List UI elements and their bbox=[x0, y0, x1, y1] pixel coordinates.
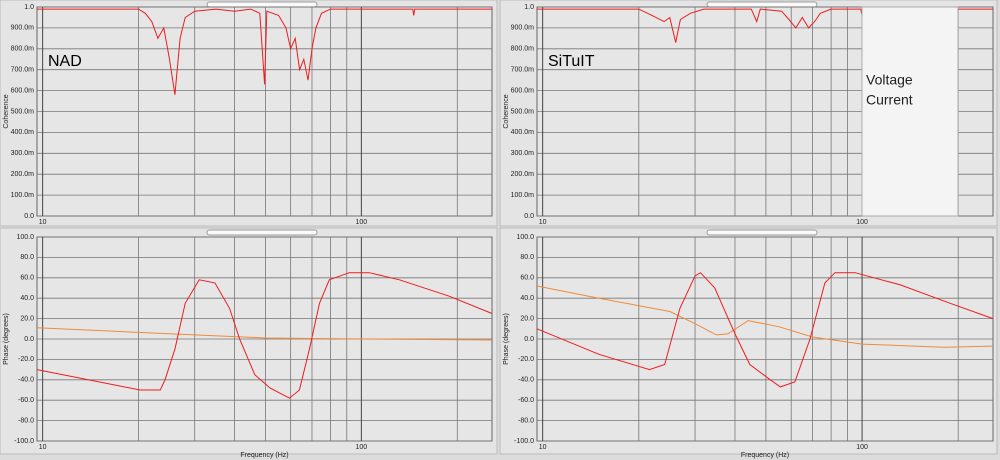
y-tick-label: 80.0 bbox=[520, 254, 534, 261]
series-line bbox=[536, 272, 994, 388]
y-tick-label: 300.0m bbox=[11, 150, 35, 157]
y-tick-label: 600.0m bbox=[511, 87, 535, 94]
y-tick-label: 0.0 bbox=[24, 213, 34, 220]
x-tick-label: 100 bbox=[356, 444, 368, 451]
y-tick-label: 800.0m bbox=[511, 46, 535, 53]
y-tick-label: -20.0 bbox=[518, 356, 534, 363]
y-axis-label: Coherence bbox=[503, 94, 510, 128]
x-tick-label: 100 bbox=[856, 219, 868, 226]
y-tick-label: 400.0m bbox=[11, 129, 35, 136]
legend-label: Voltage bbox=[866, 72, 913, 88]
y-axis-label: Coherence bbox=[3, 94, 10, 128]
y-tick-label: 40.0 bbox=[20, 295, 34, 302]
y-tick-label: -100.0 bbox=[14, 438, 34, 445]
legend-label: Current bbox=[866, 92, 913, 108]
y-tick-label: 100.0 bbox=[516, 234, 534, 241]
y-tick-label: 0.0 bbox=[24, 336, 34, 343]
y-tick-label: -80.0 bbox=[18, 417, 34, 424]
x-axis-label: Frequency (Hz) bbox=[240, 452, 288, 459]
y-tick-label: 800.0m bbox=[11, 46, 35, 53]
y-tick-label: -40.0 bbox=[18, 377, 34, 384]
y-tick-label: 20.0 bbox=[520, 315, 534, 322]
y-tick-label: 0.0 bbox=[524, 336, 534, 343]
y-tick-label: 400.0m bbox=[511, 129, 535, 136]
y-tick-label: 60.0 bbox=[20, 275, 34, 282]
y-tick-label: 0.0 bbox=[524, 213, 534, 220]
y-tick-label: 60.0 bbox=[520, 275, 534, 282]
y-tick-label: 80.0 bbox=[20, 254, 34, 261]
y-tick-label: 700.0m bbox=[11, 67, 35, 74]
scroll-thumb[interactable] bbox=[706, 229, 818, 236]
y-tick-label: 500.0m bbox=[511, 108, 535, 115]
y-tick-label: -80.0 bbox=[518, 417, 534, 424]
series-line bbox=[36, 327, 493, 341]
scroll-thumb[interactable] bbox=[206, 1, 318, 8]
y-axis-label: Phase (degrees) bbox=[3, 313, 10, 365]
y-tick-label: 100.0m bbox=[11, 192, 35, 199]
y-tick-label: 100.0 bbox=[16, 234, 34, 241]
x-tick-label: 10 bbox=[39, 219, 47, 226]
scroll-thumb[interactable] bbox=[706, 1, 818, 8]
x-tick-label: 10 bbox=[539, 444, 547, 451]
y-tick-label: 20.0 bbox=[20, 315, 34, 322]
y-tick-label: 100.0m bbox=[511, 192, 535, 199]
y-tick-label: 600.0m bbox=[11, 87, 35, 94]
y-tick-label: -60.0 bbox=[518, 397, 534, 404]
y-tick-label: 700.0m bbox=[511, 67, 535, 74]
series-line bbox=[37, 8, 492, 95]
series-line bbox=[36, 272, 493, 399]
scroll-thumb[interactable] bbox=[206, 229, 318, 236]
series-line bbox=[536, 285, 994, 348]
y-axis-label: Phase (degrees) bbox=[503, 313, 510, 365]
x-tick-label: 100 bbox=[356, 219, 368, 226]
annotation: SiTuIT bbox=[548, 53, 595, 70]
y-tick-label: 200.0m bbox=[511, 171, 535, 178]
y-tick-label: -40.0 bbox=[518, 377, 534, 384]
y-tick-label: 1.0 bbox=[524, 4, 534, 11]
y-tick-label: 900.0m bbox=[511, 25, 535, 32]
y-tick-label: 300.0m bbox=[511, 150, 535, 157]
y-tick-label: 40.0 bbox=[520, 295, 534, 302]
y-tick-label: -100.0 bbox=[514, 438, 534, 445]
annotation: NAD bbox=[48, 53, 82, 70]
x-tick-label: 10 bbox=[39, 444, 47, 451]
x-tick-label: 10 bbox=[539, 219, 547, 226]
y-tick-label: 1.0 bbox=[24, 4, 34, 11]
x-tick-label: 100 bbox=[856, 444, 868, 451]
y-tick-label: 500.0m bbox=[11, 108, 35, 115]
y-tick-label: -60.0 bbox=[18, 397, 34, 404]
legend-box bbox=[861, 6, 959, 217]
x-axis-label: Frequency (Hz) bbox=[741, 452, 789, 459]
y-tick-label: 900.0m bbox=[11, 25, 35, 32]
y-tick-label: 200.0m bbox=[11, 171, 35, 178]
y-tick-label: -20.0 bbox=[18, 356, 34, 363]
